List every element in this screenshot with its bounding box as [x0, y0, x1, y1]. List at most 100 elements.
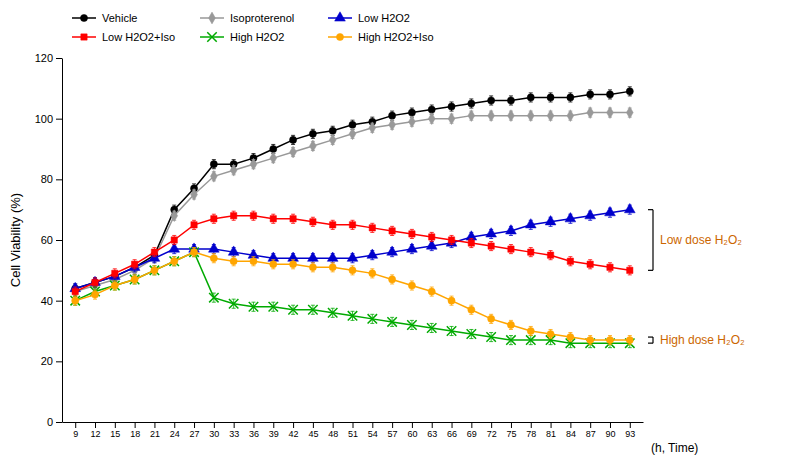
x-tick: 72 [487, 422, 497, 439]
y-tick-mark [56, 422, 62, 423]
y-tick-label: 100 [35, 113, 53, 125]
x-tick: 57 [388, 422, 398, 439]
x-tick: 21 [150, 422, 160, 439]
series-marker [466, 231, 477, 240]
error-bar-cap [351, 265, 355, 266]
series-marker [229, 299, 238, 308]
error-bar-cap [331, 262, 335, 263]
legend-marker [81, 34, 87, 40]
series-marker [507, 321, 514, 328]
error-bar-cap [291, 259, 295, 260]
series-marker [309, 130, 316, 137]
error-bar-cap [608, 98, 612, 99]
error-bar-cap [113, 277, 117, 278]
series-marker [268, 252, 279, 261]
x-tick-mark [511, 422, 512, 428]
series-marker [191, 189, 198, 201]
error-bar-cap [509, 344, 513, 345]
bracket-tick [648, 270, 653, 271]
series-marker [290, 136, 297, 143]
error-bar-cap [271, 268, 275, 269]
y-tick: 20 [41, 355, 62, 367]
error-bar-cap [469, 98, 473, 99]
error-bar-cap [93, 287, 97, 288]
series-marker [428, 288, 435, 295]
error-bar-cap [152, 262, 156, 263]
series-marker [210, 161, 217, 168]
error-bar-cap [430, 241, 434, 242]
error-bar-cap [469, 108, 473, 109]
error-bar-cap [529, 256, 533, 257]
series-marker [468, 110, 475, 122]
error-bar-cap [370, 314, 374, 315]
error-bar-cap [232, 265, 236, 266]
error-bar-cap [628, 347, 632, 348]
error-bar-cap [232, 256, 236, 257]
error-bar-cap [469, 238, 473, 239]
error-bar-cap [311, 262, 315, 263]
series-marker [110, 281, 119, 290]
x-tick-label: 24 [170, 429, 180, 439]
series-marker [627, 267, 633, 273]
error-bar-cap [588, 268, 592, 269]
error-bar-cap [152, 274, 156, 275]
series-marker [169, 243, 180, 252]
series-marker [607, 264, 613, 270]
error-bar-cap [291, 223, 295, 224]
x-tick-mark [551, 422, 552, 428]
series-marker [112, 270, 118, 276]
series-marker [329, 264, 336, 271]
series-marker [567, 333, 574, 340]
error-bar-cap [192, 256, 196, 257]
error-bar-cap [113, 268, 117, 269]
x-tick-mark [531, 422, 532, 428]
series-marker [349, 222, 355, 228]
series-marker [448, 297, 455, 304]
x-tick-label: 45 [308, 429, 318, 439]
error-bar-cap [192, 256, 196, 257]
error-bar-cap [390, 256, 394, 257]
x-tick: 93 [625, 422, 635, 439]
error-bar-cap [212, 168, 216, 169]
error-bar-cap [390, 226, 394, 227]
x-tick-mark [412, 422, 413, 428]
x-tick-label: 9 [73, 429, 78, 439]
error-bar-cap [271, 144, 275, 145]
x-tick-label: 54 [368, 429, 378, 439]
x-tick-label: 66 [447, 429, 457, 439]
error-bar-cap [588, 259, 592, 260]
error-bar-cap [509, 244, 513, 245]
x-tick-mark [372, 422, 373, 428]
x-tick: 30 [209, 422, 219, 439]
series-marker [486, 228, 497, 237]
x-tick: 45 [308, 422, 318, 439]
x-tick: 15 [110, 422, 120, 439]
series-marker [525, 219, 536, 228]
error-bar-cap [450, 305, 454, 306]
series-marker [527, 94, 534, 101]
error-bar-cap [410, 253, 414, 254]
error-bar-cap [133, 271, 137, 272]
series-marker [468, 100, 475, 107]
error-bar-cap [311, 262, 315, 263]
error-bar-cap [430, 332, 434, 333]
x-tick-label: 18 [130, 429, 140, 439]
series-marker [547, 330, 554, 337]
series-marker [606, 91, 613, 98]
series-marker [151, 249, 157, 255]
error-bar-cap [529, 326, 533, 327]
legend-item: High H2O2+Iso [328, 31, 434, 43]
x-axis-title: (h, Time) [651, 441, 698, 455]
y-tick: 80 [41, 173, 62, 185]
error-bar-cap [172, 205, 176, 206]
series-marker [308, 252, 319, 261]
y-tick-label: 60 [41, 234, 53, 246]
series-marker [270, 261, 277, 268]
error-bar-cap [549, 259, 553, 260]
error-bar-cap [133, 283, 137, 284]
x-tick: 9 [73, 422, 78, 439]
x-tick: 39 [269, 422, 279, 439]
series-marker [468, 306, 475, 313]
error-bar-cap [529, 335, 533, 336]
x-tick-label: 15 [110, 429, 120, 439]
